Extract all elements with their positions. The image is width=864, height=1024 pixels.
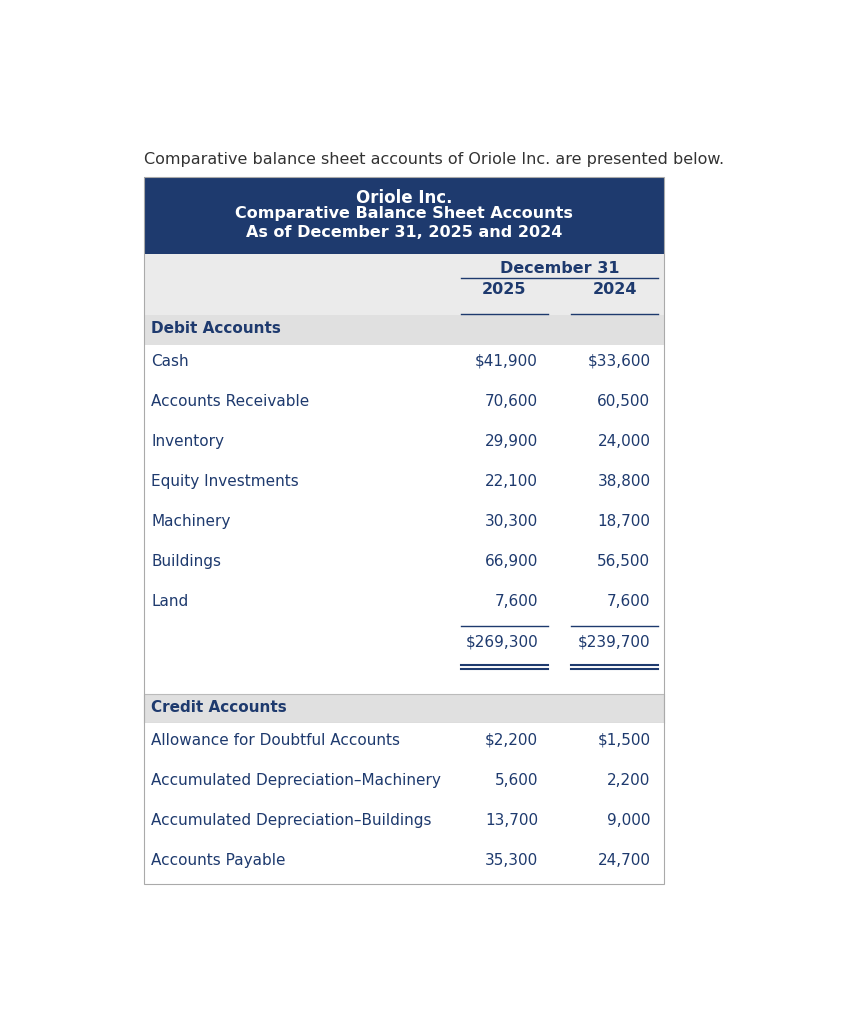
Text: 24,000: 24,000 — [598, 434, 651, 449]
FancyBboxPatch shape — [143, 694, 664, 724]
Text: $41,900: $41,900 — [475, 354, 538, 369]
Text: Land: Land — [151, 594, 188, 609]
Text: Buildings: Buildings — [151, 554, 221, 569]
FancyBboxPatch shape — [143, 625, 664, 664]
FancyBboxPatch shape — [143, 425, 664, 465]
Text: Comparative balance sheet accounts of Oriole Inc. are presented below.: Comparative balance sheet accounts of Or… — [143, 153, 724, 167]
Text: 56,500: 56,500 — [597, 554, 651, 569]
Text: 29,900: 29,900 — [485, 434, 538, 449]
Text: Cash: Cash — [151, 354, 189, 369]
Text: 38,800: 38,800 — [597, 474, 651, 489]
Text: 24,700: 24,700 — [598, 853, 651, 868]
Text: As of December 31, 2025 and 2024: As of December 31, 2025 and 2024 — [246, 224, 562, 240]
Text: 60,500: 60,500 — [597, 394, 651, 409]
Text: 9,000: 9,000 — [607, 813, 651, 827]
FancyBboxPatch shape — [143, 315, 664, 345]
Text: Accounts Payable: Accounts Payable — [151, 853, 286, 868]
FancyBboxPatch shape — [143, 254, 664, 315]
Text: December 31: December 31 — [499, 261, 619, 276]
Text: Equity Investments: Equity Investments — [151, 474, 299, 489]
Text: 7,600: 7,600 — [494, 594, 538, 609]
Text: 66,900: 66,900 — [485, 554, 538, 569]
Text: $33,600: $33,600 — [588, 354, 651, 369]
Text: 70,600: 70,600 — [485, 394, 538, 409]
Text: 2,200: 2,200 — [607, 773, 651, 787]
FancyBboxPatch shape — [143, 177, 664, 254]
FancyBboxPatch shape — [143, 505, 664, 545]
Text: $1,500: $1,500 — [597, 733, 651, 748]
Text: 5,600: 5,600 — [494, 773, 538, 787]
Text: Accumulated Depreciation–Buildings: Accumulated Depreciation–Buildings — [151, 813, 432, 827]
Text: 7,600: 7,600 — [607, 594, 651, 609]
Text: 35,300: 35,300 — [485, 853, 538, 868]
FancyBboxPatch shape — [143, 804, 664, 844]
Text: 30,300: 30,300 — [485, 514, 538, 529]
Text: Comparative Balance Sheet Accounts: Comparative Balance Sheet Accounts — [235, 206, 573, 221]
Text: 2024: 2024 — [593, 282, 637, 297]
Text: Credit Accounts: Credit Accounts — [151, 699, 287, 715]
FancyBboxPatch shape — [143, 545, 664, 585]
FancyBboxPatch shape — [143, 585, 664, 625]
Text: Inventory: Inventory — [151, 434, 225, 449]
FancyBboxPatch shape — [143, 465, 664, 505]
Text: $2,200: $2,200 — [485, 733, 538, 748]
Text: Accounts Receivable: Accounts Receivable — [151, 394, 309, 409]
Text: $269,300: $269,300 — [466, 634, 538, 649]
Text: 2025: 2025 — [482, 282, 527, 297]
Text: 13,700: 13,700 — [485, 813, 538, 827]
FancyBboxPatch shape — [143, 844, 664, 884]
Text: 18,700: 18,700 — [598, 514, 651, 529]
Text: $239,700: $239,700 — [578, 634, 651, 649]
FancyBboxPatch shape — [143, 764, 664, 804]
Text: Accumulated Depreciation–Machinery: Accumulated Depreciation–Machinery — [151, 773, 442, 787]
Text: Allowance for Doubtful Accounts: Allowance for Doubtful Accounts — [151, 733, 400, 748]
Text: Oriole Inc.: Oriole Inc. — [356, 189, 452, 207]
FancyBboxPatch shape — [143, 385, 664, 425]
Text: Debit Accounts: Debit Accounts — [151, 321, 282, 336]
FancyBboxPatch shape — [143, 345, 664, 385]
Text: 22,100: 22,100 — [485, 474, 538, 489]
FancyBboxPatch shape — [143, 724, 664, 764]
Text: Machinery: Machinery — [151, 514, 231, 529]
